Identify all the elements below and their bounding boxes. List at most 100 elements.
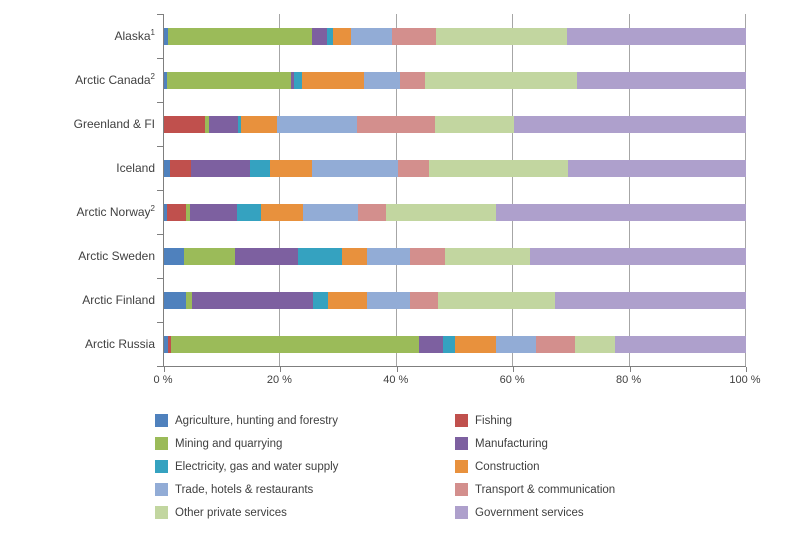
bar-segment <box>328 292 368 309</box>
bar-segment <box>326 28 333 45</box>
bar-segment <box>204 116 209 133</box>
bar-segment <box>436 28 568 45</box>
bar-segment <box>186 204 190 221</box>
x-axis-tick <box>630 367 631 372</box>
legend-item-transport-communication: Transport & communication <box>455 483 765 496</box>
legend-item-government-services: Government services <box>455 506 765 519</box>
legend-label: Manufacturing <box>475 437 548 450</box>
bar-segment <box>398 160 430 177</box>
bar-segment <box>386 204 497 221</box>
bar-segment <box>358 204 387 221</box>
legend-item-electricity-gas-and-water-supply: Electricity, gas and water supply <box>155 460 455 473</box>
bar-segment <box>301 72 365 89</box>
legend-swatch-icon <box>455 414 468 427</box>
bar-segment <box>164 248 184 265</box>
gridline-60 <box>512 14 514 366</box>
bar-segment <box>164 160 170 177</box>
category-label: Arctic Canada2 <box>75 72 155 88</box>
bar-segment <box>270 160 313 177</box>
bar-segment <box>367 248 411 265</box>
bar-segment <box>186 292 192 309</box>
y-axis-tick <box>157 234 163 235</box>
plot-area <box>157 14 747 372</box>
bar-segment <box>164 204 168 221</box>
bar-segment <box>261 204 304 221</box>
bar-segment <box>434 116 514 133</box>
bar-segment <box>183 248 235 265</box>
footnote-marker: 1 <box>150 28 155 37</box>
bar-segment <box>240 116 277 133</box>
legend-swatch-icon <box>155 506 168 519</box>
category-label: Arctic Sweden <box>78 249 155 263</box>
legend-swatch-icon <box>155 414 168 427</box>
bar-segment <box>191 292 313 309</box>
legend-label: Mining and quarrying <box>175 437 283 450</box>
legend-swatch-icon <box>155 483 168 496</box>
bar-segment <box>290 72 294 89</box>
gridline-40 <box>395 14 397 366</box>
category-label: Arctic Russia <box>84 337 155 351</box>
legend-swatch-icon <box>155 437 168 450</box>
bar-segment <box>312 160 399 177</box>
category-label: Arctic Finland <box>82 293 155 307</box>
bar-segment <box>418 336 443 353</box>
bar-segment <box>311 28 327 45</box>
bar-segment <box>190 160 250 177</box>
legend-swatch-icon <box>455 460 468 473</box>
bar-segment <box>438 292 556 309</box>
bar-segment <box>568 160 746 177</box>
legend-item-agriculture-hunting-and-forestry: Agriculture, hunting and forestry <box>155 414 455 427</box>
y-axis-tick <box>157 190 163 191</box>
gridline-20 <box>279 14 281 366</box>
bar-segment <box>312 292 329 309</box>
y-axis-tick <box>157 58 163 59</box>
bar-row-arctic-russia <box>164 336 746 353</box>
legend-label: Electricity, gas and water supply <box>175 460 339 473</box>
bar-segment <box>429 160 569 177</box>
bar-segment <box>555 292 746 309</box>
bar-segment <box>164 28 169 45</box>
bar-segment <box>530 248 746 265</box>
legend-item-fishing: Fishing <box>455 414 765 427</box>
legend-swatch-icon <box>155 460 168 473</box>
bar-segment <box>167 204 187 221</box>
bar-segment <box>513 116 746 133</box>
bar-segment <box>170 336 419 353</box>
legend-swatch-icon <box>455 483 468 496</box>
bar-segment <box>234 248 298 265</box>
bar-segment <box>410 248 446 265</box>
bar-row-arctic-norway <box>164 204 746 221</box>
bar-segment <box>236 204 262 221</box>
bar-segment <box>168 28 312 45</box>
legend-label: Transport & communication <box>475 483 616 496</box>
bar-segment <box>169 160 191 177</box>
gridline-100 <box>745 14 746 366</box>
bar-segment <box>249 160 271 177</box>
bar-segment <box>276 116 357 133</box>
bar-segment <box>425 72 577 89</box>
footnote-marker: 2 <box>150 72 155 81</box>
bar-segment <box>342 248 368 265</box>
legend-item-manufacturing: Manufacturing <box>455 437 765 450</box>
bar-segment <box>332 28 351 45</box>
legend-item-construction: Construction <box>455 460 765 473</box>
bar-segment <box>293 72 302 89</box>
bar-row-iceland <box>164 160 746 177</box>
legend-label: Agriculture, hunting and forestry <box>175 414 339 427</box>
bar-segment <box>364 72 401 89</box>
bar-segment <box>350 28 392 45</box>
legend-item-other-private-services: Other private services <box>155 506 455 519</box>
x-axis-tick-label: 100 % <box>729 374 761 386</box>
bar-segment <box>166 72 291 89</box>
gridline-80 <box>628 14 630 366</box>
x-axis-tick <box>513 367 514 372</box>
legend-label: Government services <box>475 506 584 519</box>
bar-segment <box>576 72 746 89</box>
chart-legend: Agriculture, hunting and forestry Fishing… <box>155 409 765 524</box>
category-label: Iceland <box>116 161 155 175</box>
bar-row-arctic-finland <box>164 292 746 309</box>
y-axis-tick <box>157 146 163 147</box>
legend-swatch-icon <box>455 437 468 450</box>
legend-swatch-icon <box>455 506 468 519</box>
